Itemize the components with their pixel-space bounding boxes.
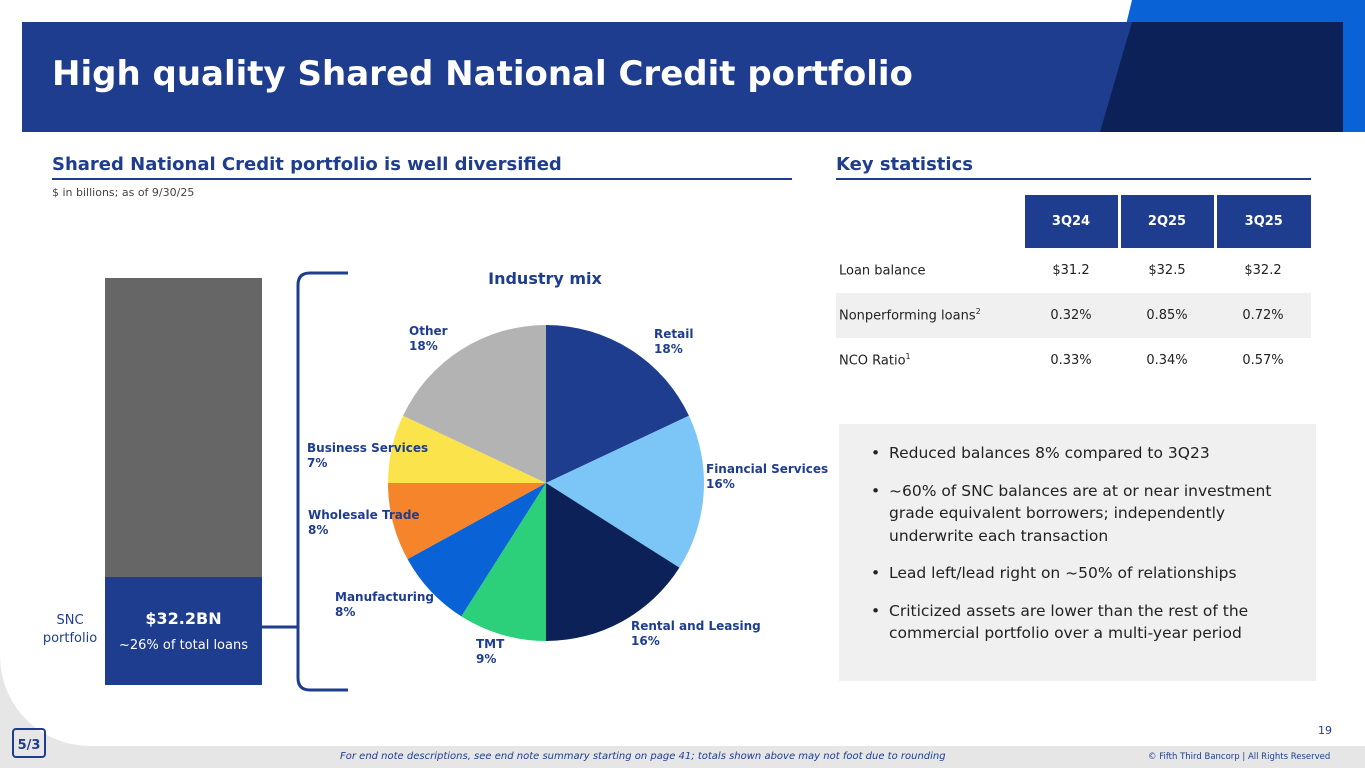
bullet-text: Reduced balances 8% compared to 3Q23: [889, 444, 1210, 462]
slice-label-wholesale-trade-pct: 8%: [308, 523, 329, 537]
key-statistics-heading: Key statistics: [836, 154, 973, 175]
list-item: • Lead left/lead right on ~50% of relatio…: [871, 562, 1291, 585]
row-label: Loan balance: [836, 248, 1023, 293]
row-label-text: Nonperforming loans: [839, 308, 976, 324]
industry-mix-pie: [388, 325, 704, 641]
slice-label-financial-services-pct: 16%: [706, 477, 735, 491]
column-header: 3Q25: [1213, 195, 1311, 248]
row-label-text: Loan balance: [839, 263, 926, 279]
slice-label-wholesale-trade: Wholesale Trade 8%: [308, 508, 420, 538]
bullet-icon: •: [871, 601, 881, 620]
bullet-text: Criticized assets are lower than the res…: [889, 601, 1249, 643]
bullet-icon: •: [871, 444, 881, 462]
row-label: Nonperforming loans2: [836, 293, 1023, 338]
table-row: Nonperforming loans2 0.32% 0.85% 0.72%: [836, 293, 1311, 338]
table-row: NCO Ratio1 0.33% 0.34% 0.57%: [836, 338, 1311, 383]
snc-label-line1: SNC: [56, 613, 84, 628]
slice-label-other: Other 18%: [409, 324, 448, 354]
table-cell: 0.72%: [1215, 293, 1311, 338]
table-cell: $32.2: [1244, 263, 1282, 278]
total-loans-bar: [105, 278, 262, 577]
slide-title: High quality Shared National Credit port…: [52, 54, 913, 94]
slice-label-tmt-pct: 9%: [476, 652, 497, 666]
snc-amount: $32.2BN: [145, 609, 222, 628]
slice-label-financial-services: Financial Services 16%: [706, 462, 828, 492]
list-item: • Criticized assets are lower than the re…: [871, 600, 1291, 645]
pie-slice-retail: [546, 325, 689, 483]
slice-label-manufacturing-pct: 8%: [335, 605, 356, 619]
copyright: © Fifth Third Bancorp | All Rights Reser…: [1148, 752, 1331, 762]
slice-label-retail-name: Retail: [654, 327, 694, 341]
slice-label-other-pct: 18%: [409, 339, 438, 353]
fifth-third-logo-icon: 5/3: [12, 728, 46, 758]
table-cell: 0.34%: [1146, 353, 1188, 368]
pie-slice-business-services: [388, 415, 546, 483]
slice-label-rental-leasing-name: Rental and Leasing: [631, 619, 761, 633]
header-blank: [836, 195, 1023, 248]
snc-portfolio-label: SNC portfolio: [30, 612, 110, 648]
snc-label-line2: portfolio: [42, 631, 98, 646]
slice-label-rental-leasing: Rental and Leasing 16%: [631, 619, 761, 649]
footnote: For end note descriptions, see end note …: [340, 751, 946, 762]
list-item: • Reduced balances 8% compared to 3Q23: [871, 442, 1291, 465]
highlights-box: • Reduced balances 8% compared to 3Q23 • ~…: [839, 424, 1316, 681]
page-number: 19: [1318, 724, 1332, 737]
slice-label-business-services: Business Services 7%: [307, 441, 428, 471]
bullet-text: ~60% of SNC balances are at or near inve…: [889, 481, 1272, 545]
pie-slice-rental-and-leasing: [546, 483, 680, 641]
units-note: $ in billions; as of 9/30/25: [52, 186, 195, 199]
key-statistics-table: 3Q24 2Q25 3Q25 Loan balance $31.2 $32.5 …: [836, 195, 1311, 383]
row-label-text: NCO Ratio: [839, 353, 906, 369]
pie-slice-financial-services: [546, 415, 704, 568]
slice-label-other-name: Other: [409, 324, 448, 338]
table-cell: $31.2: [1052, 263, 1090, 278]
slice-label-retail: Retail 18%: [654, 327, 693, 357]
snc-bar-segment: $32.2BN ~26% of total loans: [105, 577, 262, 685]
pie-slice-tmt: [461, 483, 546, 641]
slice-label-retail-pct: 18%: [654, 342, 683, 356]
slice-label-business-services-pct: 7%: [307, 456, 328, 470]
row-label: NCO Ratio1: [836, 338, 1023, 383]
slice-label-wholesale-trade-name: Wholesale Trade: [308, 508, 420, 522]
slice-label-business-services-name: Business Services: [307, 441, 429, 455]
slice-label-tmt-name: TMT: [476, 637, 505, 651]
highlights-list: • Reduced balances 8% compared to 3Q23 • ~…: [871, 442, 1291, 660]
table-cell: 0.32%: [1023, 293, 1119, 338]
left-section-heading: Shared National Credit portfolio is well…: [52, 154, 562, 175]
pie-slice-other: [403, 325, 546, 483]
table-cell: $32.5: [1148, 263, 1186, 278]
slice-label-manufacturing: Manufacturing 8%: [335, 590, 434, 620]
title-band: High quality Shared National Credit port…: [22, 22, 1343, 132]
snc-share: ~26% of total loans: [119, 638, 248, 653]
table-cell: 0.57%: [1242, 353, 1284, 368]
pie-slice-wholesale-trade: [388, 483, 546, 560]
title-band-dark-shape: [1100, 22, 1343, 132]
slice-label-tmt: TMT 9%: [476, 637, 504, 667]
left-section-rule: [52, 178, 792, 180]
list-item: • ~60% of SNC balances are at or near inv…: [871, 480, 1291, 548]
table-cell: 0.33%: [1050, 353, 1092, 368]
pie-title: Industry mix: [488, 269, 602, 288]
bullet-icon: •: [871, 564, 881, 582]
pie-slice-manufacturing: [407, 483, 546, 617]
column-header: 3Q24: [1021, 195, 1119, 248]
row-label-sup: 2: [975, 307, 981, 317]
table-header-row: 3Q24 2Q25 3Q25: [836, 195, 1311, 248]
bracket: [262, 271, 348, 692]
slice-label-manufacturing-name: Manufacturing: [335, 590, 434, 604]
bullet-text: Lead left/lead right on ~50% of relation…: [889, 564, 1237, 582]
slice-label-rental-leasing-pct: 16%: [631, 634, 660, 648]
row-label-sup: 1: [905, 352, 911, 362]
slice-label-financial-services-name: Financial Services: [706, 462, 829, 476]
table-row: Loan balance $31.2 $32.5 $32.2: [836, 248, 1311, 293]
bullet-icon: •: [871, 481, 881, 500]
column-header: 2Q25: [1117, 195, 1215, 248]
svg-text:5/3: 5/3: [18, 738, 41, 753]
key-statistics-rule: [836, 178, 1311, 180]
table-cell: 0.85%: [1119, 293, 1215, 338]
